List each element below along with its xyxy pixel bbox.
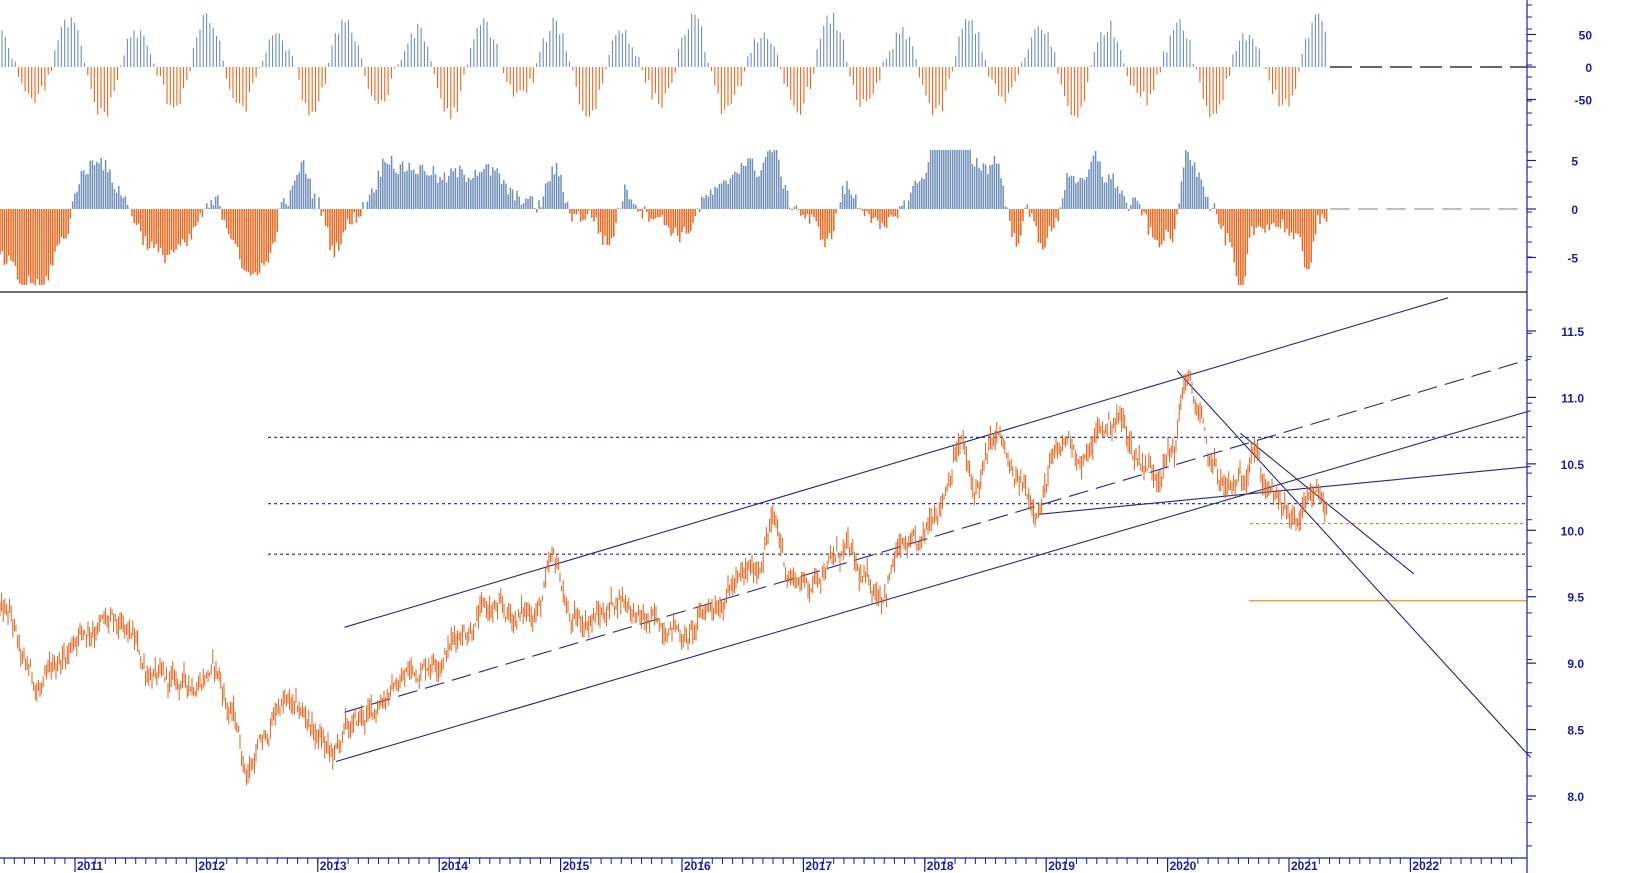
x-tick-label: 2017: [805, 859, 832, 873]
price-y-tick-label: 11.0: [1561, 391, 1584, 405]
x-tick-label: 2021: [1291, 859, 1318, 873]
tick-labels: 500-5050-511.511.010.510.09.59.08.58.020…: [77, 29, 1592, 873]
top-oscillator-bars: [1, 12, 1527, 120]
x-tick-label: 2011: [77, 859, 103, 873]
x-tick-label: 2015: [563, 859, 590, 873]
price-y-tick-label: 9.5: [1567, 591, 1584, 605]
price-y-tick-label: 9.0: [1567, 657, 1584, 671]
price-series: [0, 369, 1327, 786]
price-y-tick-label: 11.5: [1561, 325, 1584, 339]
x-tick-label: 2014: [441, 859, 468, 873]
middle-y-tick-label: 0: [1571, 203, 1578, 217]
x-tick-label: 2018: [927, 859, 954, 873]
channel-mid-line: [344, 358, 1531, 713]
channel-upper-line: [344, 297, 1449, 628]
middle-oscillator-bars: [0, 150, 1527, 285]
top-y-tick-label: 0: [1585, 61, 1592, 75]
trend-lines: [335, 297, 1532, 763]
price-y-tick-label: 10.5: [1561, 458, 1585, 472]
price-y-tick-label: 10.0: [1561, 524, 1585, 538]
x-tick-label: 2016: [684, 859, 711, 873]
axes: [0, 0, 1536, 873]
price-y-tick-label: 8.5: [1567, 724, 1584, 738]
channel-lower-line: [335, 410, 1531, 763]
x-tick-label: 2020: [1170, 859, 1197, 873]
short-downtrend-line: [1240, 432, 1415, 575]
middle-y-tick-label: 5: [1571, 155, 1578, 169]
x-tick-label: 2022: [1412, 859, 1439, 873]
top-y-tick-label: -50: [1575, 94, 1593, 108]
middle-y-tick-label: -5: [1567, 252, 1578, 266]
price-y-tick-label: 8.0: [1567, 790, 1584, 804]
top-y-tick-label: 50: [1579, 29, 1593, 43]
steep-downtrend-line: [1176, 370, 1532, 758]
x-tick-label: 2019: [1048, 859, 1075, 873]
x-tick-label: 2012: [198, 859, 225, 873]
recent-support-line: [1038, 465, 1531, 515]
x-tick-label: 2013: [320, 859, 347, 873]
